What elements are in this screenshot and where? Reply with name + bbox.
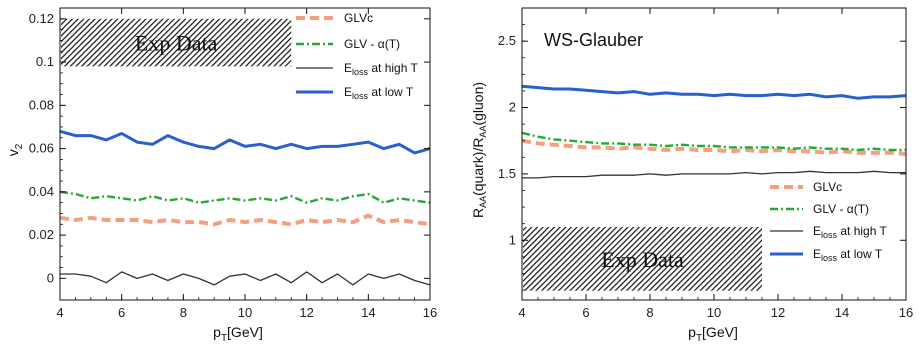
raa-chart-title: WS-Glauber	[544, 30, 643, 50]
legend-label-eloss-low: Eloss at low T	[813, 247, 883, 263]
v2-y-tick-label: 0.02	[29, 227, 54, 242]
v2-exp-data-label: Exp Data	[135, 31, 218, 56]
raa-x-tick-label: 10	[707, 305, 721, 320]
raa-exp-data-rect	[523, 227, 762, 291]
v2-exp-data-rect	[61, 18, 292, 67]
v2-series-1	[59, 190, 431, 204]
v2-y-tick-label: 0.04	[29, 184, 54, 199]
v2-x-tick-label: 10	[238, 305, 252, 320]
raa-y-tick-label: 2	[509, 100, 516, 115]
raa-x-tick-label: 12	[771, 305, 785, 320]
raa-exp-data-label: Exp Data	[601, 247, 684, 272]
legend-label-glvc: GLVc	[813, 180, 842, 194]
v2-series-0	[59, 213, 431, 227]
raa-series-2	[522, 170, 906, 179]
v2-y-tick-label: 0.08	[29, 97, 54, 112]
v2-x-tick-label: 14	[361, 305, 375, 320]
v2-x-tick-label: 8	[180, 305, 187, 320]
v2-x-tick-label: 12	[299, 305, 313, 320]
v2-y-axis-label: v2	[5, 143, 25, 156]
legend-label-eloss-high: Eloss at high T	[813, 224, 888, 240]
v2-series-group	[59, 129, 431, 286]
v2-chart: Exp Data 4 6 8 10 12 14 16 0 0.02 0.04 0.06 0.08 0.1…	[5, 7, 437, 344]
legend-label-glv-alpha: GLV - α(T)	[813, 202, 869, 216]
v2-legend: GLVc GLV - α(T) Eloss at high T Eloss at…	[296, 11, 419, 101]
raa-x-axis-label: pT[GeV]	[688, 324, 738, 344]
v2-x-axis-label: pT[GeV]	[213, 324, 263, 344]
legend-label-glvc: GLVc	[344, 11, 373, 25]
raa-legend: GLVc GLV - α(T) Eloss at high T Eloss at…	[770, 180, 888, 263]
raa-axis-ticks: 4 6 8 10 12 14 16 1 1.5 2 2.5	[498, 7, 913, 320]
v2-y-tick-label: 0.12	[29, 11, 54, 26]
legend-label-glv-alpha: GLV - α(T)	[344, 37, 400, 51]
raa-y-tick-label: 2.5	[498, 33, 516, 48]
v2-series-2	[60, 271, 431, 286]
v2-axis-ticks: 4 6 8 10 12 14 16 0 0.02 0.04 0.06 0.08 0.1 0.12	[29, 8, 437, 320]
raa-series-0	[521, 138, 907, 156]
v2-exp-data-band	[61, 18, 292, 67]
v2-y-tick-label: 0.1	[36, 54, 54, 69]
raa-exp-data-band	[523, 227, 762, 291]
v2-y-tick-label: 0.06	[29, 141, 54, 156]
raa-x-tick-label: 16	[899, 305, 913, 320]
raa-y-axis-label: RAA(quark)/RAA(gluon)	[470, 82, 488, 218]
legend-label-eloss-low: Eloss at low T	[344, 85, 414, 101]
legend-label-eloss-high: Eloss at high T	[344, 61, 419, 77]
raa-series-group	[521, 84, 907, 179]
raa-x-tick-label: 8	[646, 305, 653, 320]
raa-x-tick-label: 14	[835, 305, 849, 320]
raa-series-1	[521, 131, 906, 152]
v2-x-tick-label: 16	[423, 305, 437, 320]
raa-x-tick-label: 4	[518, 305, 525, 320]
v2-series-3	[59, 129, 431, 155]
raa-series-3	[521, 84, 907, 100]
v2-x-tick-label: 6	[118, 305, 125, 320]
raa-x-tick-label: 6	[582, 305, 589, 320]
raa-y-tick-label: 1.5	[498, 166, 516, 181]
v2-x-tick-label: 4	[56, 305, 63, 320]
v2-y-tick-label: 0	[47, 270, 54, 285]
raa-y-tick-label: 1	[509, 232, 516, 247]
